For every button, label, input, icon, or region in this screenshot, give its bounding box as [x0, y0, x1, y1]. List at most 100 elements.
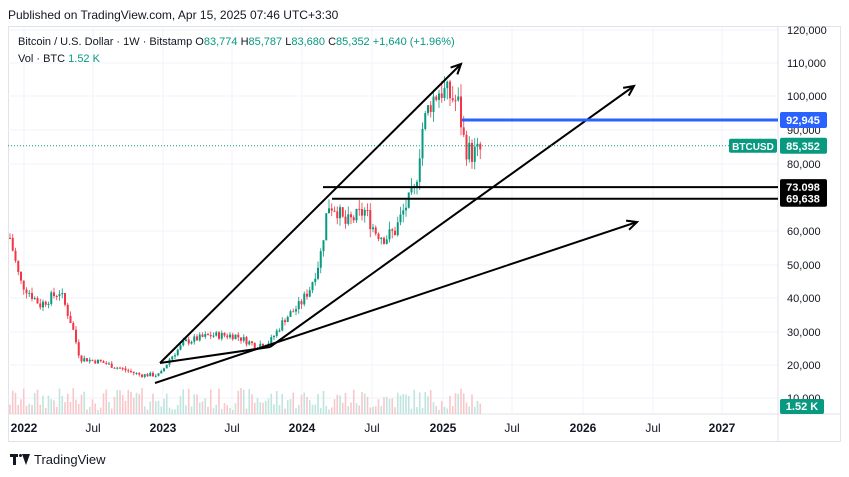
volume-bar	[240, 388, 242, 414]
candle-body	[297, 301, 300, 310]
candle-body	[55, 296, 58, 298]
candlesticks	[9, 76, 482, 379]
candle-body	[17, 260, 20, 273]
candle-body	[278, 330, 281, 332]
volume-bar	[187, 388, 190, 414]
candle-body	[237, 334, 240, 338]
volume-bar	[270, 393, 273, 414]
candle-body	[36, 298, 39, 304]
volume-bar	[413, 389, 416, 414]
open-value: 83,774	[203, 36, 238, 48]
candle-body	[451, 98, 454, 101]
symbol-title[interactable]: Bitcoin / U.S. Dollar · 1W · Bitstamp	[18, 36, 193, 48]
trend-line	[159, 63, 462, 364]
candle-body	[303, 293, 306, 305]
volume-label-box	[780, 399, 824, 414]
volume-bar	[328, 409, 330, 414]
price-tick-label: 100,000	[787, 91, 827, 103]
volume-bar	[50, 399, 53, 414]
volume-bar	[355, 403, 358, 414]
volume-bar	[479, 403, 482, 414]
volume-bar	[209, 389, 212, 414]
candle-body	[240, 337, 242, 341]
volume-bar	[248, 389, 251, 414]
volume-bar	[465, 402, 468, 414]
candle-body	[460, 96, 462, 128]
candle-body	[361, 209, 363, 216]
candle-body	[174, 355, 176, 357]
price-label-text: 92,945	[786, 115, 820, 127]
candle-body	[182, 341, 185, 346]
volume-bar	[372, 406, 374, 414]
volume-bar	[383, 397, 385, 414]
volume-bar	[361, 392, 363, 414]
volume-bar	[476, 400, 479, 414]
volume-bar	[394, 407, 396, 414]
volume-bar	[55, 407, 58, 414]
candle-body	[218, 332, 220, 339]
candle-body	[198, 334, 201, 341]
volume-bar	[449, 395, 451, 414]
candle-body	[325, 213, 328, 241]
price-tick-label: 40,000	[787, 293, 821, 305]
volume-bar	[366, 396, 369, 414]
candle-body	[179, 345, 182, 350]
volume-bar	[350, 402, 352, 414]
volume-bar	[388, 398, 391, 414]
volume-bar	[182, 389, 185, 414]
volume-bar	[193, 394, 196, 414]
candle-body	[416, 181, 418, 187]
volume-bar	[160, 406, 163, 414]
candle-body	[9, 237, 11, 239]
time-tick-label: Jul	[85, 421, 100, 435]
candle-body	[138, 373, 141, 375]
volume-bar	[443, 406, 446, 414]
candle-body	[33, 298, 36, 300]
symbol-legend[interactable]: Bitcoin / U.S. Dollar · 1W · Bitstamp O8…	[18, 36, 455, 48]
candle-body	[295, 309, 297, 312]
candle-body	[165, 364, 168, 369]
candle-body	[421, 129, 424, 159]
volume-bar	[108, 402, 110, 414]
time-tick-label: 2025	[430, 421, 457, 435]
volume-bar	[9, 404, 11, 414]
volume-bar	[185, 405, 187, 414]
candle-body	[454, 100, 457, 102]
price-label-box	[780, 190, 827, 207]
volume-bar	[168, 407, 171, 414]
candle-body	[190, 341, 193, 344]
candle-body	[369, 210, 372, 230]
candle-body	[473, 146, 476, 162]
candle-body	[201, 334, 204, 337]
candle-body	[402, 210, 405, 215]
volume-bar	[314, 404, 317, 414]
candle-body	[317, 267, 319, 279]
candle-body	[110, 363, 113, 368]
candle-body	[86, 358, 88, 362]
tradingview-logo-icon	[10, 453, 30, 466]
volume-bar	[432, 402, 435, 414]
candle-body	[163, 368, 165, 372]
candle-body	[347, 214, 350, 224]
volume-bar	[424, 392, 427, 414]
price-tick-label: 90,000	[787, 125, 821, 137]
volume-bar	[344, 393, 347, 414]
volume-bar	[102, 393, 105, 414]
footer-brand[interactable]: TradingView	[10, 452, 106, 467]
volume-bar	[438, 409, 440, 414]
volume-bar	[471, 394, 473, 414]
candle-body	[374, 227, 377, 234]
candle-body	[432, 96, 435, 112]
candle-body	[220, 332, 223, 339]
volume-bar	[295, 408, 297, 414]
candle-body	[113, 367, 116, 369]
candle-body	[311, 282, 314, 291]
volume-legend[interactable]: Vol · BTC 1.52 K	[18, 53, 100, 65]
volume-bar	[402, 394, 405, 414]
volume-bar	[352, 389, 355, 414]
candle-body	[204, 334, 207, 337]
volume-bar	[275, 390, 278, 414]
candle-body	[160, 371, 163, 374]
volume-bar	[138, 394, 141, 414]
